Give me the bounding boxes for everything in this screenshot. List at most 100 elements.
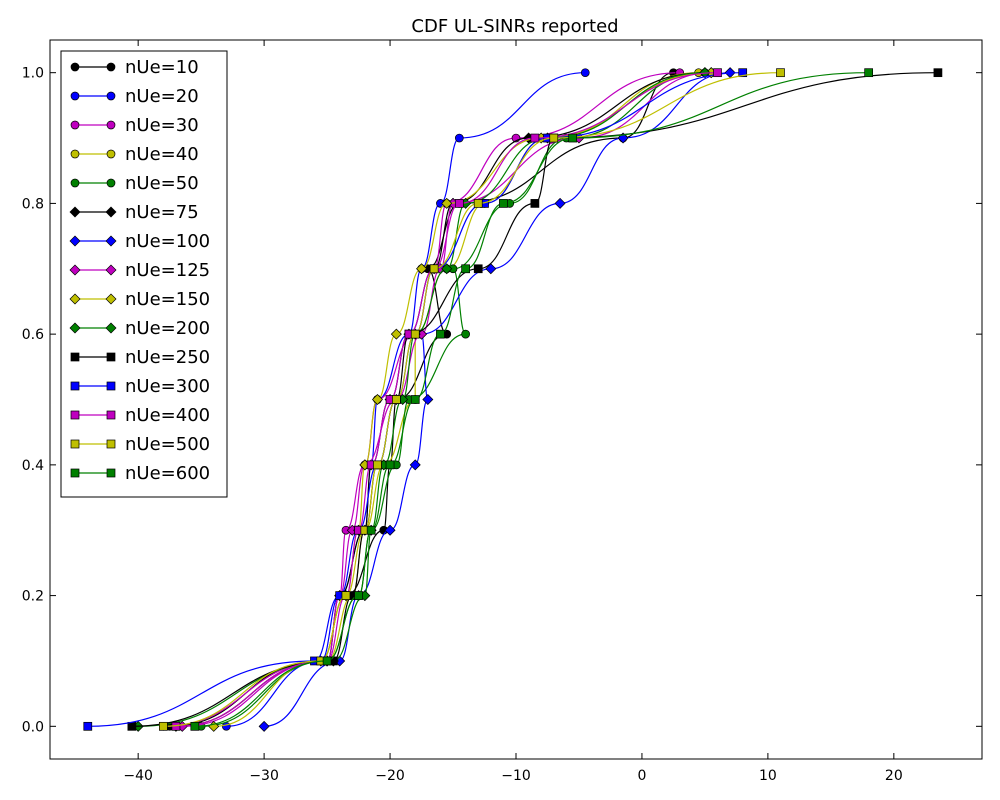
legend-item: nUe=600 xyxy=(70,463,210,484)
data-point xyxy=(530,133,540,143)
series-line xyxy=(213,72,712,727)
series-line xyxy=(194,72,869,727)
legend-marker xyxy=(70,352,80,362)
legend-marker xyxy=(106,410,116,420)
y-tick-label: 0.4 xyxy=(22,458,44,474)
data-point xyxy=(441,263,453,275)
legend-label: nUe=150 xyxy=(125,289,210,310)
legend-label: nUe=10 xyxy=(125,57,199,78)
legend-marker xyxy=(106,149,116,159)
legend-marker xyxy=(69,264,81,276)
data-point xyxy=(385,460,395,470)
y-axis: 0.0 0.2 0.4 0.6 0.8 1.0 xyxy=(22,66,982,735)
legend-label: nUe=200 xyxy=(125,318,210,339)
series-line xyxy=(175,72,705,727)
data-point xyxy=(410,329,420,339)
legend-item: nUe=30 xyxy=(70,115,199,136)
legend-label: nUe=400 xyxy=(125,405,210,426)
x-tick-label: −10 xyxy=(501,768,531,784)
data-point xyxy=(322,656,332,666)
legend-marker xyxy=(106,62,116,72)
legend-marker xyxy=(70,91,80,101)
data-point xyxy=(713,68,722,78)
legend-marker xyxy=(106,439,116,449)
legend-marker xyxy=(70,381,80,391)
data-point xyxy=(436,329,445,339)
data-point xyxy=(485,263,497,275)
legend-item: nUe=10 xyxy=(70,57,199,78)
legend-label: nUe=500 xyxy=(125,434,210,455)
legend-marker xyxy=(105,264,117,276)
legend-item: nUe=200 xyxy=(69,318,210,339)
legend-label: nUe=100 xyxy=(125,231,210,252)
data-point xyxy=(366,525,376,535)
data-point xyxy=(390,328,402,340)
legend-label: nUe=250 xyxy=(125,347,210,368)
legend-marker xyxy=(105,322,117,334)
series-line xyxy=(175,72,718,727)
series-nUe=600 xyxy=(190,68,873,731)
x-tick-label: 20 xyxy=(885,768,903,784)
data-point xyxy=(416,263,428,275)
data-point xyxy=(354,591,363,600)
data-point xyxy=(549,133,559,143)
legend-item: nUe=500 xyxy=(70,434,210,455)
data-point xyxy=(384,524,396,536)
legend-marker xyxy=(69,206,81,218)
legend-label: nUe=20 xyxy=(125,86,199,107)
legend-item: nUe=20 xyxy=(70,86,199,107)
legend-item: nUe=300 xyxy=(70,376,210,397)
data-point xyxy=(373,460,382,470)
series-nUe=150 xyxy=(208,67,717,732)
data-point xyxy=(409,459,421,471)
data-point xyxy=(933,68,943,78)
series-nUe=40 xyxy=(171,68,703,731)
legend-item: nUe=250 xyxy=(70,347,210,368)
x-tick-label: −30 xyxy=(249,768,279,784)
series-line xyxy=(131,72,938,727)
legend-marker xyxy=(106,468,116,478)
legend-marker xyxy=(69,293,81,305)
legend-label: nUe=30 xyxy=(125,115,199,136)
legend-label: nUe=125 xyxy=(125,260,210,281)
legend-marker xyxy=(106,120,116,130)
data-point xyxy=(461,264,470,274)
series-line xyxy=(182,72,712,727)
legend-marker xyxy=(106,178,116,188)
data-point xyxy=(554,197,566,209)
legend-label: nUe=300 xyxy=(125,376,210,397)
series-line xyxy=(163,72,680,727)
legend-item: nUe=75 xyxy=(69,202,199,223)
plot-frame xyxy=(49,39,983,760)
data-point xyxy=(499,199,508,208)
x-tick-label: 10 xyxy=(759,768,777,784)
legend-label: nUe=50 xyxy=(125,173,199,194)
legend-marker xyxy=(105,206,117,218)
chart-title: CDF UL-SINRs reported xyxy=(411,16,618,37)
series-nUe=125 xyxy=(176,67,717,732)
series-nUe=30 xyxy=(159,68,685,731)
legend-item: nUe=40 xyxy=(70,144,199,165)
legend-marker xyxy=(70,62,80,72)
data-point xyxy=(441,197,453,209)
data-point xyxy=(738,68,748,78)
legend-marker xyxy=(70,120,80,130)
y-tick-label: 0.0 xyxy=(22,719,44,735)
data-point xyxy=(429,264,439,274)
y-tick-label: 0.2 xyxy=(22,589,44,605)
legend-marker xyxy=(105,235,117,247)
legend-marker xyxy=(70,439,80,449)
data-point xyxy=(776,68,785,78)
data-point xyxy=(473,199,483,208)
legend: nUe=10 nUe=20 nUe=30 nUe=40 nUe=50 nUe=75 nUe=… xyxy=(60,50,228,498)
x-tick-label: 0 xyxy=(637,768,646,784)
legend-marker xyxy=(106,91,116,101)
data-point xyxy=(258,720,270,732)
data-point xyxy=(83,721,93,731)
x-axis: −40 −30 −20 −10 0 10 20 xyxy=(123,40,903,784)
plot-area xyxy=(83,67,943,732)
data-point xyxy=(568,133,578,143)
data-point xyxy=(159,721,168,731)
legend-marker xyxy=(106,352,116,362)
